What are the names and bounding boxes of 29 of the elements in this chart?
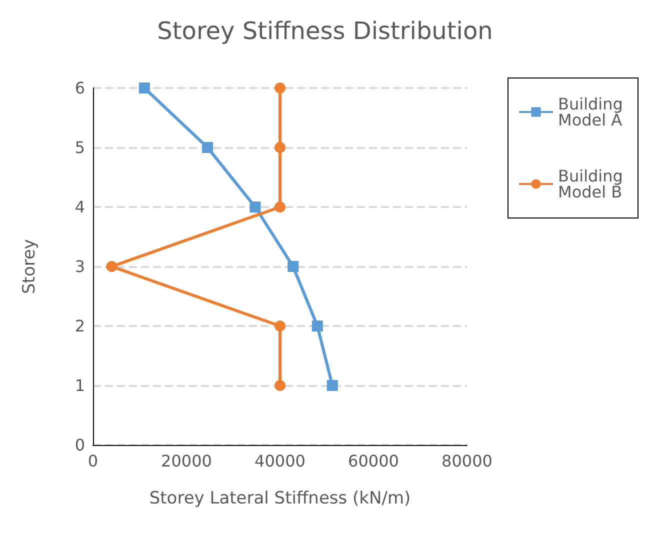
y-tick-label: 0 [74, 436, 85, 454]
y-tick-label: 1 [74, 376, 85, 395]
legend-label: Building Model A [558, 94, 628, 130]
x-tick-label: 0 [88, 452, 98, 470]
x-axis-title: Storey Lateral Stiffness (kN/m) [149, 488, 411, 508]
point [250, 202, 261, 212]
x-tick-label: 60000 [348, 452, 399, 470]
point [288, 261, 299, 272]
y-tick-label: 5 [74, 138, 85, 157]
y-tick-label: 4 [74, 198, 85, 216]
point [202, 142, 214, 153]
y-tick-label: 6 [74, 78, 85, 98]
y-axis-title: Storey [20, 239, 40, 294]
point [274, 380, 286, 391]
legend-label: Building Model B [558, 166, 628, 202]
x-tick-label: 20000 [161, 452, 212, 470]
chart-title: Storey Stiffness Distribution [157, 17, 493, 45]
point [312, 320, 323, 332]
point [106, 261, 118, 272]
x-tick-label: 40000 [254, 452, 306, 470]
x-tick-label: 80000 [442, 452, 492, 470]
y-tick-label: 3 [74, 257, 85, 276]
point [274, 202, 286, 212]
point [138, 82, 150, 94]
point [274, 82, 286, 94]
point [274, 320, 286, 332]
point [326, 380, 338, 391]
point [274, 142, 286, 153]
y-tick-label: 2 [74, 316, 85, 336]
